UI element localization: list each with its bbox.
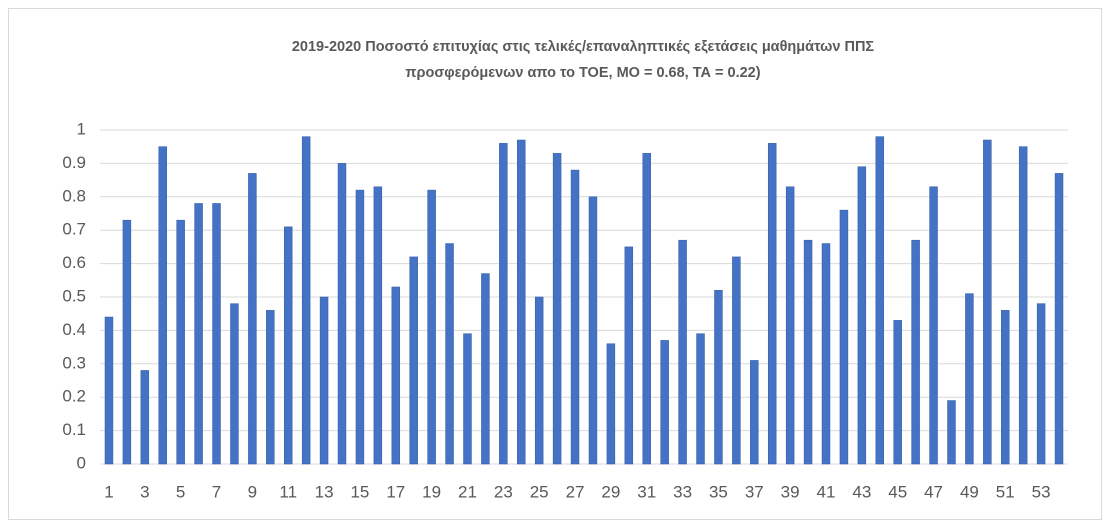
bar bbox=[1001, 310, 1010, 465]
x-tick-label: 41 bbox=[817, 482, 836, 501]
bar bbox=[230, 303, 239, 465]
bar bbox=[1036, 303, 1046, 465]
x-tick-label: 5 bbox=[176, 482, 185, 501]
chart-title: προσφερόμενων απο το ΤΟΕ, ΜΟ = 0.68, ΤΑ … bbox=[405, 65, 760, 81]
bar bbox=[391, 286, 401, 465]
bar bbox=[875, 136, 885, 465]
bar bbox=[767, 143, 777, 465]
x-tick-label: 29 bbox=[601, 482, 620, 501]
x-tick-label: 31 bbox=[637, 482, 656, 501]
bar bbox=[517, 139, 526, 465]
bar bbox=[750, 360, 759, 465]
x-tick-label: 37 bbox=[745, 482, 764, 501]
bar bbox=[624, 246, 634, 465]
x-tick-label: 45 bbox=[888, 482, 907, 501]
bar bbox=[732, 256, 741, 465]
bar bbox=[588, 196, 598, 465]
bar bbox=[929, 186, 938, 465]
bar bbox=[893, 320, 902, 465]
y-tick-label: 0.7 bbox=[62, 220, 86, 239]
x-tick-label: 11 bbox=[279, 482, 297, 501]
x-tick-label: 13 bbox=[315, 482, 334, 501]
x-tick-label: 7 bbox=[212, 482, 221, 501]
x-tick-label: 51 bbox=[996, 482, 1015, 501]
bar bbox=[212, 203, 221, 465]
y-tick-label: 0.1 bbox=[62, 420, 86, 439]
x-tick-label: 53 bbox=[1032, 482, 1051, 501]
bar bbox=[803, 239, 813, 465]
x-tick-label: 39 bbox=[781, 482, 800, 501]
bar bbox=[248, 173, 257, 465]
bar bbox=[122, 219, 132, 465]
bar bbox=[965, 293, 974, 465]
bar bbox=[427, 189, 436, 465]
bar bbox=[463, 333, 472, 465]
bar bbox=[194, 203, 203, 465]
x-tick-label: 23 bbox=[494, 482, 513, 501]
y-tick-label: 0.3 bbox=[62, 353, 86, 372]
bar bbox=[785, 186, 795, 465]
bar bbox=[839, 209, 849, 465]
bar bbox=[481, 273, 490, 465]
bar bbox=[283, 226, 293, 465]
bar bbox=[534, 296, 544, 465]
bar bbox=[857, 166, 867, 465]
bar bbox=[319, 296, 329, 465]
bar bbox=[1018, 146, 1028, 465]
y-tick-label: 0.2 bbox=[62, 387, 86, 406]
y-tick-label: 0 bbox=[77, 453, 86, 472]
x-tick-label: 25 bbox=[530, 482, 549, 501]
bar bbox=[355, 189, 365, 465]
x-tick-label: 9 bbox=[248, 482, 257, 501]
y-tick-label: 0.9 bbox=[62, 153, 86, 172]
x-tick-label: 27 bbox=[566, 482, 585, 501]
bar bbox=[266, 310, 275, 465]
bar bbox=[911, 239, 920, 465]
bar bbox=[606, 343, 616, 465]
bar bbox=[373, 186, 383, 465]
x-tick-label: 49 bbox=[960, 482, 979, 501]
y-tick-label: 0.6 bbox=[62, 253, 86, 272]
x-tick-label: 3 bbox=[140, 482, 149, 501]
bar bbox=[104, 316, 114, 465]
x-tick-label: 21 bbox=[458, 482, 477, 501]
x-tick-label: 47 bbox=[924, 482, 943, 501]
bar bbox=[409, 256, 418, 465]
bar bbox=[445, 243, 454, 465]
bar bbox=[821, 243, 831, 465]
x-tick-label: 1 bbox=[104, 482, 113, 501]
bar bbox=[642, 153, 651, 465]
bar bbox=[570, 169, 580, 465]
x-tick-label: 17 bbox=[386, 482, 405, 501]
chart-title: 2019-2020 Ποσοστό επιτυχίας στις τελικές… bbox=[292, 39, 875, 55]
bar bbox=[660, 340, 669, 465]
bar bbox=[140, 370, 150, 465]
bar bbox=[499, 143, 508, 465]
bar bbox=[158, 146, 167, 465]
bar bbox=[552, 153, 562, 465]
bar bbox=[301, 136, 311, 465]
y-tick-label: 0.5 bbox=[62, 286, 86, 305]
x-tick-label: 35 bbox=[709, 482, 728, 501]
y-tick-label: 0.4 bbox=[62, 320, 86, 339]
x-tick-label: 33 bbox=[673, 482, 692, 501]
bar bbox=[714, 290, 723, 465]
bar bbox=[678, 239, 687, 465]
y-tick-label: 1 bbox=[77, 119, 86, 138]
x-tick-label: 43 bbox=[852, 482, 871, 501]
bar bbox=[947, 400, 956, 465]
x-tick-label: 15 bbox=[350, 482, 369, 501]
bar bbox=[696, 333, 705, 465]
bar bbox=[337, 163, 347, 465]
bar bbox=[1054, 173, 1064, 465]
bar bbox=[983, 139, 992, 465]
bar bbox=[176, 219, 185, 465]
y-tick-label: 0.8 bbox=[62, 186, 86, 205]
x-tick-label: 19 bbox=[422, 482, 441, 501]
